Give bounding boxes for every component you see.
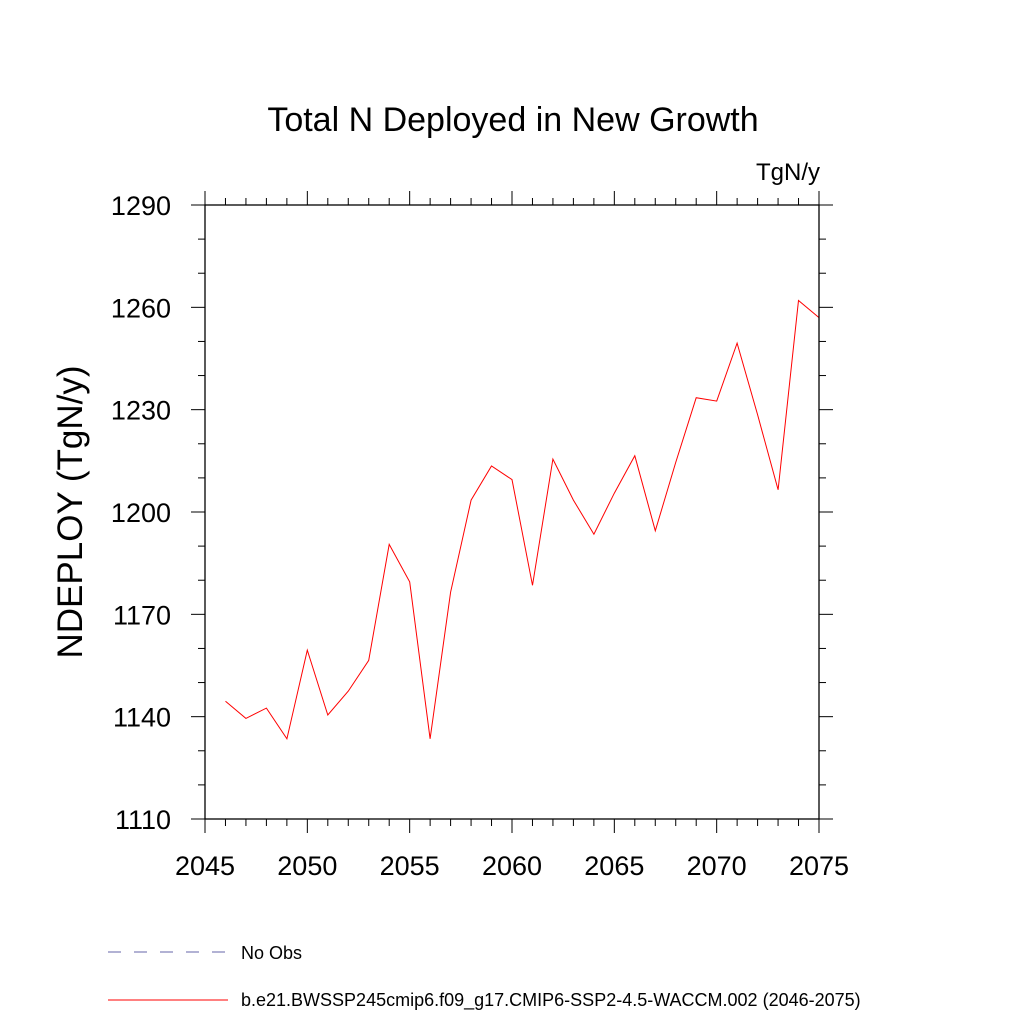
x-tick-label: 2045: [175, 851, 235, 881]
y-tick-label: 1260: [111, 293, 171, 323]
y-tick-label: 1110: [115, 805, 171, 835]
y-tick-label: 1230: [111, 396, 171, 426]
x-tick-label: 2070: [687, 851, 747, 881]
series-lines: [225, 299, 820, 741]
legend-label-no-obs: No Obs: [241, 943, 302, 963]
x-tick-label: 2050: [277, 851, 337, 881]
units-label: TgN/y: [756, 159, 820, 186]
x-tick-label: 2060: [482, 851, 542, 881]
axis-ticks: [191, 191, 833, 833]
x-tick-label: 2055: [380, 851, 440, 881]
legend-label-model: b.e21.BWSSP245cmip6.f09_g17.CMIP6-SSP2-4…: [241, 990, 861, 1011]
y-tick-label: 1290: [111, 191, 171, 221]
y-tick-label: 1200: [111, 498, 171, 528]
tick-labels: 2045 2050 2055 2060 2065 2070 2075 1110 1140 1170…: [111, 191, 849, 881]
series-line: [225, 299, 820, 741]
y-tick-label: 1170: [113, 600, 171, 630]
x-tick-label: 2075: [789, 851, 849, 881]
legend: No Obs b.e21.BWSSP245cmip6.f09_g17.CMIP6…: [108, 943, 861, 1011]
chart-title: Total N Deployed in New Growth: [267, 101, 758, 139]
y-axis-label: NDEPLOY (TgN/y): [51, 365, 90, 658]
x-tick-label: 2065: [584, 851, 644, 881]
y-tick-label: 1140: [113, 703, 171, 733]
plot-frame: [204, 204, 820, 820]
